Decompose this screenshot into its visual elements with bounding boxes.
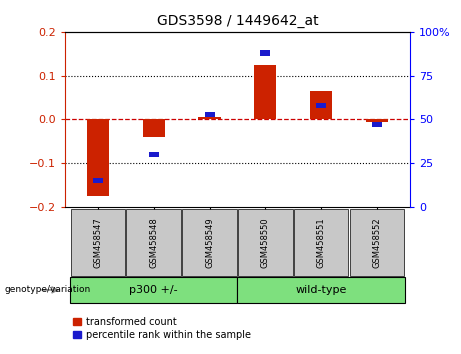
- Text: GSM458549: GSM458549: [205, 217, 214, 268]
- Title: GDS3598 / 1449642_at: GDS3598 / 1449642_at: [157, 14, 318, 28]
- Text: GSM458547: GSM458547: [94, 217, 102, 268]
- FancyBboxPatch shape: [70, 277, 237, 303]
- FancyBboxPatch shape: [126, 209, 181, 276]
- Text: wild-type: wild-type: [296, 285, 347, 295]
- Bar: [254, 65, 277, 120]
- Bar: [93, 178, 103, 183]
- Bar: [142, 120, 165, 137]
- Text: GSM458551: GSM458551: [317, 217, 325, 268]
- FancyBboxPatch shape: [182, 209, 237, 276]
- Text: GSM458552: GSM458552: [372, 217, 381, 268]
- Bar: [316, 103, 326, 108]
- Text: p300 +/-: p300 +/-: [130, 285, 178, 295]
- Text: genotype/variation: genotype/variation: [5, 285, 91, 295]
- Text: GSM458548: GSM458548: [149, 217, 158, 268]
- FancyBboxPatch shape: [349, 209, 404, 276]
- Bar: [198, 117, 221, 120]
- FancyBboxPatch shape: [237, 277, 405, 303]
- Bar: [366, 120, 388, 122]
- Bar: [260, 50, 270, 56]
- FancyBboxPatch shape: [238, 209, 293, 276]
- Bar: [205, 112, 214, 117]
- FancyBboxPatch shape: [294, 209, 349, 276]
- FancyBboxPatch shape: [71, 209, 125, 276]
- Bar: [149, 152, 159, 157]
- Text: GSM458550: GSM458550: [261, 217, 270, 268]
- Bar: [310, 91, 332, 120]
- Legend: transformed count, percentile rank within the sample: transformed count, percentile rank withi…: [70, 313, 255, 343]
- Bar: [372, 122, 382, 127]
- Bar: [87, 120, 109, 196]
